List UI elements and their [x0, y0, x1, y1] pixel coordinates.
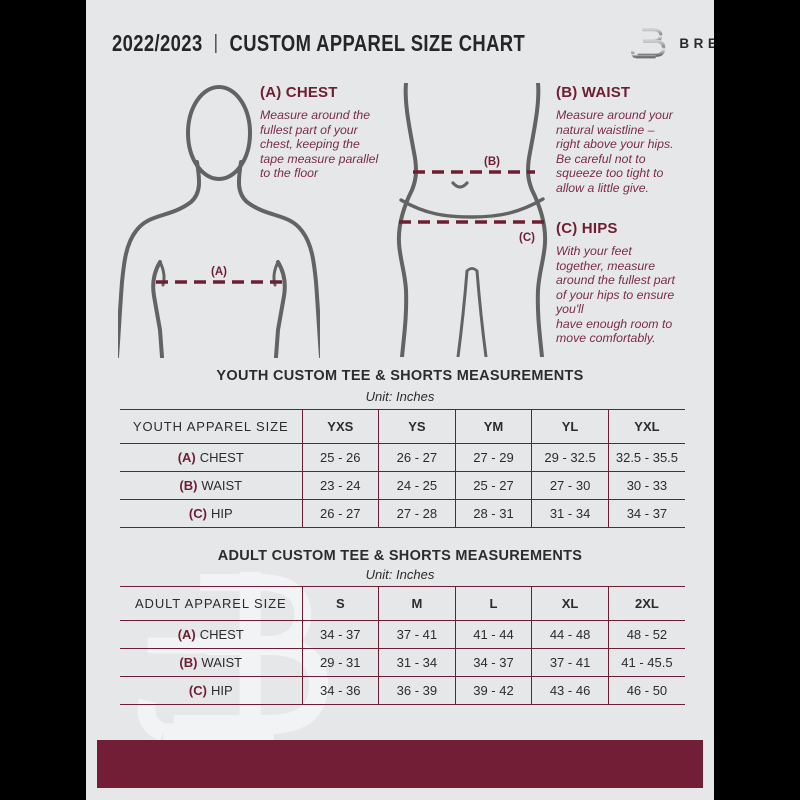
- size-table-corner-header: YOUTH APPAREL SIZE: [120, 409, 302, 444]
- size-range-cell: 34 - 37: [607, 499, 685, 528]
- row-label-text: HIP: [210, 506, 233, 521]
- row-marker: (A): [177, 450, 196, 465]
- row-label-text: CHEST: [199, 627, 244, 642]
- waist-marker-label: (B): [484, 156, 500, 168]
- page-header: 2022/2023 | CUSTOM APPAREL SIZE CHART: [112, 24, 714, 62]
- breakaway-b-logo-icon: [631, 27, 666, 59]
- size-range-cell: 41 - 44: [454, 620, 532, 649]
- adult-size-table: ADULT APPAREL SIZE S M L XL 2XL (A) CHEST 34 - 3…: [120, 586, 685, 705]
- size-range-cell: 26 - 27: [301, 499, 379, 528]
- waist-section: (B) WAIST Measure around your natural wa…: [556, 84, 708, 195]
- chest-instructions: Measure around the fullest part of your …: [260, 108, 379, 180]
- table-row: (B) WAIST 23 - 24 24 - 25 25 - 27 27 - 30 30 -…: [120, 471, 685, 500]
- size-range-cell: 29 - 31: [301, 648, 379, 677]
- adult-table-title: ADULT CUSTOM TEE & SHORTS MEASUREMENTS: [217, 548, 583, 564]
- size-column-header: YM: [454, 409, 532, 444]
- size-range-cell: 36 - 39: [378, 676, 456, 705]
- hips-marker-label: (C): [519, 232, 535, 244]
- size-range-cell: 44 - 48: [531, 620, 609, 649]
- row-marker: (A): [177, 627, 196, 642]
- hips-heading: (C) HIPS: [556, 220, 618, 237]
- measurement-row-label: (B) WAIST: [120, 648, 302, 677]
- row-marker: (C): [188, 683, 207, 698]
- table-row: (A) CHEST 34 - 37 37 - 41 41 - 44 44 - 48 48 -…: [120, 620, 685, 649]
- size-column-header: YXL: [607, 409, 685, 444]
- size-range-cell: 27 - 30: [531, 471, 609, 500]
- season-year: 2022/2023: [112, 29, 203, 56]
- size-chart-page: 2022/2023 | CUSTOM APPAREL SIZE CHART: [86, 0, 714, 800]
- measurement-row-label: (A) CHEST: [120, 443, 302, 472]
- waist-hips-figure-illustration: (B) (C): [396, 83, 548, 357]
- row-marker: (C): [188, 506, 207, 521]
- table-row: (C) HIP 26 - 27 27 - 28 28 - 31 31 - 34 34 - 3…: [120, 499, 685, 528]
- waist-heading: (B) WAIST: [556, 84, 631, 101]
- size-range-cell: 24 - 25: [378, 471, 456, 500]
- size-column-header: M: [378, 586, 456, 621]
- size-range-cell: 27 - 29: [454, 443, 532, 472]
- row-marker: (B): [179, 478, 198, 493]
- size-range-cell: 23 - 24: [301, 471, 379, 500]
- page-title: 2022/2023 | CUSTOM APPAREL SIZE CHART: [112, 30, 525, 57]
- size-range-cell: 25 - 27: [454, 471, 532, 500]
- size-table-corner-header: ADULT APPAREL SIZE: [120, 586, 302, 621]
- hips-section: (C) HIPS With your feet together, measur…: [556, 220, 712, 346]
- size-range-cell: 39 - 42: [454, 676, 532, 705]
- table-row: (B) WAIST 29 - 31 31 - 34 34 - 37 37 - 41 41 -…: [120, 648, 685, 677]
- measurement-row-label: (B) WAIST: [120, 471, 302, 500]
- size-column-header: YL: [531, 409, 609, 444]
- row-label-text: WAIST: [201, 655, 243, 670]
- row-label-text: HIP: [210, 683, 233, 698]
- size-range-cell: 43 - 46: [531, 676, 609, 705]
- youth-size-table: YOUTH APPAREL SIZE YXS YS YM YL YXL (A) CHEST 25…: [120, 409, 685, 528]
- table-row: (C) HIP 34 - 36 36 - 39 39 - 42 43 - 46 46 - 5…: [120, 676, 685, 705]
- chart-title: CUSTOM APPAREL SIZE CHART: [229, 29, 526, 56]
- row-label-text: CHEST: [199, 450, 244, 465]
- chest-heading: (A) CHEST: [260, 84, 338, 101]
- size-column-header: YXS: [301, 409, 379, 444]
- size-range-cell: 32.5 - 35.5: [607, 443, 685, 472]
- size-column-header: 2XL: [607, 586, 685, 621]
- size-range-cell: 41 - 45.5: [607, 648, 685, 677]
- brand-group: BREAKAWAY: [628, 25, 714, 61]
- size-column-header: YS: [378, 409, 456, 444]
- brand-name: BREAKAWAY: [679, 35, 714, 51]
- size-column-header: L: [454, 586, 532, 621]
- chest-marker-label: (A): [211, 266, 227, 278]
- measurement-row-label: (A) CHEST: [120, 620, 302, 649]
- hips-instructions: With your feet together, measure around …: [556, 244, 675, 345]
- size-range-cell: 26 - 27: [378, 443, 456, 472]
- size-range-cell: 37 - 41: [378, 620, 456, 649]
- size-range-cell: 48 - 52: [607, 620, 685, 649]
- chest-section: (A) CHEST Measure around the fullest par…: [260, 84, 405, 181]
- row-marker: (B): [179, 655, 198, 670]
- size-range-cell: 34 - 37: [301, 620, 379, 649]
- size-range-cell: 30 - 33: [607, 471, 685, 500]
- table-row: (A) CHEST 25 - 26 26 - 27 27 - 29 29 - 32.5 32…: [120, 443, 685, 472]
- youth-table-title: YOUTH CUSTOM TEE & SHORTS MEASUREMENTS: [216, 368, 584, 384]
- chest-figure-illustration: (A): [118, 85, 320, 358]
- size-range-cell: 31 - 34: [378, 648, 456, 677]
- waist-instructions: Measure around your natural waistline – …: [556, 108, 674, 195]
- adult-table-unit: Unit: Inches: [365, 567, 435, 582]
- size-range-cell: 46 - 50: [607, 676, 685, 705]
- measurement-row-label: (C) HIP: [120, 676, 302, 705]
- size-range-cell: 31 - 34: [531, 499, 609, 528]
- size-column-header: S: [301, 586, 379, 621]
- size-range-cell: 25 - 26: [301, 443, 379, 472]
- size-range-cell: 29 - 32.5: [531, 443, 609, 472]
- measurement-row-label: (C) HIP: [120, 499, 302, 528]
- size-range-cell: 37 - 41: [531, 648, 609, 677]
- size-column-header: XL: [531, 586, 609, 621]
- row-label-text: WAIST: [201, 478, 243, 493]
- size-range-cell: 34 - 37: [454, 648, 532, 677]
- table-header-row: YOUTH APPAREL SIZE YXS YS YM YL YXL: [120, 409, 685, 444]
- size-range-cell: 34 - 36: [301, 676, 379, 705]
- youth-table-unit: Unit: Inches: [365, 389, 435, 404]
- size-range-cell: 27 - 28: [378, 499, 456, 528]
- size-range-cell: 28 - 31: [454, 499, 532, 528]
- table-header-row: ADULT APPAREL SIZE S M L XL 2XL: [120, 586, 685, 621]
- footer-bar: [97, 740, 703, 788]
- title-divider: |: [213, 31, 219, 54]
